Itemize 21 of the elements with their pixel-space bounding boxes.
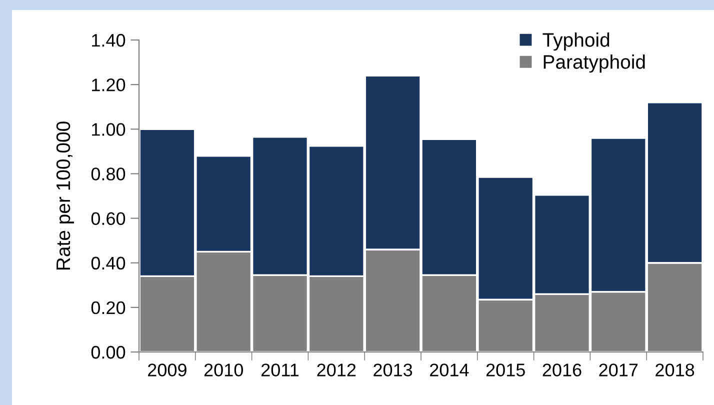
y-tick-label: 0.20 — [91, 301, 126, 314]
y-tick-label: 0.80 — [91, 168, 126, 180]
x-tick-label: 2017 — [599, 364, 638, 376]
y-tick-label: 0.40 — [91, 256, 126, 270]
x-tick-label: 2010 — [204, 364, 243, 376]
x-tick-label: 2011 — [261, 364, 299, 376]
y-tick-label: 0.60 — [91, 212, 126, 226]
x-tick-label: 2015 — [486, 364, 525, 376]
x-tick-label: 2009 — [148, 364, 186, 376]
x-tick-label: 2016 — [542, 364, 582, 376]
y-tick-label: 1.20 — [92, 78, 126, 92]
x-tick-label: 2013 — [374, 364, 412, 376]
y-tick-label: 1.00 — [92, 123, 126, 136]
legend-label: Paratyphoid — [544, 54, 645, 73]
y-axis-title: Rate per 100,000 — [56, 122, 74, 270]
legend-label: Typhoid — [542, 32, 610, 51]
x-tick-label: 2012 — [317, 364, 356, 376]
y-tick-label: 0.00 — [91, 346, 126, 359]
y-tick-label: 1.40 — [92, 34, 126, 47]
x-tick-label: 2018 — [656, 364, 694, 376]
x-tick-label: 2014 — [430, 364, 469, 376]
